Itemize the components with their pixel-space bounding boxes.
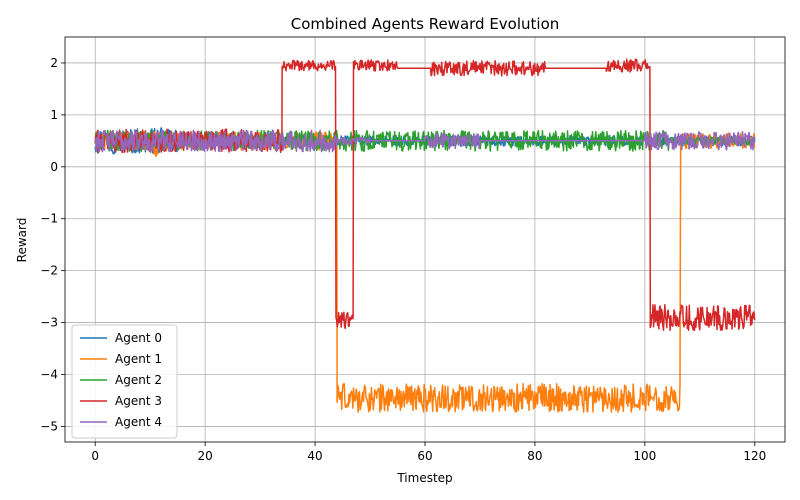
y-tick-label: 0 <box>50 160 58 174</box>
series-line-agent-3 <box>94 58 756 332</box>
x-tick-label: 100 <box>633 449 656 463</box>
chart-title: Combined Agents Reward Evolution <box>291 15 560 33</box>
legend-label: Agent 0 <box>115 331 162 345</box>
y-tick-label: −3 <box>40 316 58 330</box>
x-tick-label: 20 <box>198 449 213 463</box>
y-tick-label: −5 <box>40 419 58 433</box>
y-tick-label: −2 <box>40 264 58 278</box>
y-tick-label: −1 <box>40 212 58 226</box>
y-tick-label: 2 <box>50 56 58 70</box>
x-tick-label: 40 <box>307 449 322 463</box>
x-tick-label: 0 <box>91 449 99 463</box>
legend-label: Agent 3 <box>115 394 162 408</box>
y-tick-label: 1 <box>50 108 58 122</box>
series-line-agent-4 <box>94 129 756 153</box>
grid <box>65 37 785 442</box>
x-tick-label: 80 <box>527 449 542 463</box>
legend-label: Agent 1 <box>115 352 162 366</box>
legend-box <box>71 324 178 439</box>
plot-lines <box>94 58 756 413</box>
x-tick-label: 60 <box>417 449 432 463</box>
x-tick-label: 120 <box>743 449 766 463</box>
legend: Agent 0 Agent 1 Agent 2 Agent 3 Agent 4 <box>71 324 178 439</box>
x-axis-label: Timestep <box>396 471 452 485</box>
legend-label: Agent 4 <box>115 415 162 429</box>
y-axis-label: Reward <box>15 218 29 263</box>
ticks: 0 20 40 60 80 100 120 2 1 0 −1 −2 −3 −4 −5 <box>40 56 766 463</box>
y-tick-label: −4 <box>40 368 58 382</box>
legend-label: Agent 2 <box>115 373 162 387</box>
